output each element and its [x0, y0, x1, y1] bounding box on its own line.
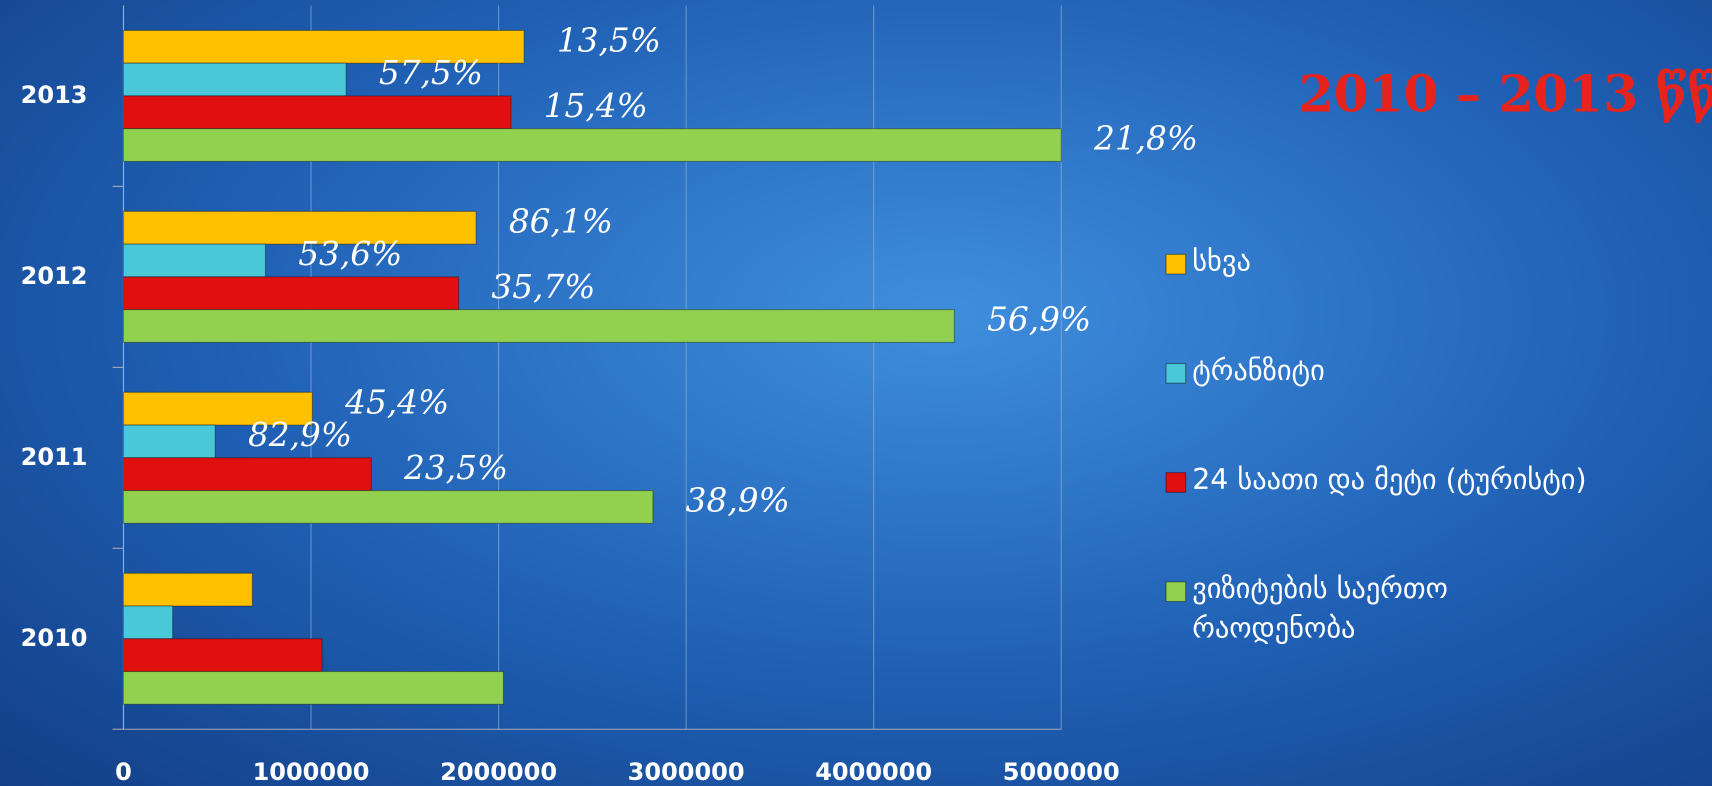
legend-item: სხვა: [1192, 245, 1251, 279]
data-label: 13,5%: [557, 21, 661, 59]
bar: [122, 95, 512, 130]
legend-label: ვიზიტების საერთო რაოდენობა: [1192, 573, 1448, 646]
data-label: 56,9%: [987, 301, 1091, 339]
data-label: 86,1%: [509, 202, 613, 240]
legend-label: სხვა: [1192, 245, 1251, 279]
legend-swatch: [1165, 581, 1187, 603]
chart-title: 2010 – 2013 წწ.: [1299, 64, 1712, 123]
bar: [122, 309, 955, 343]
bar: [122, 29, 525, 64]
bar: [122, 670, 505, 705]
legend-item: ვიზიტების საერთო რაოდენობა: [1192, 573, 1448, 646]
legend-label: ტრანზიტი: [1192, 354, 1325, 388]
bar: [122, 424, 216, 459]
data-label: 21,8%: [1093, 120, 1198, 158]
bar: [122, 572, 253, 607]
data-label: 53,6%: [298, 235, 402, 273]
legend-swatch: [1165, 472, 1187, 493]
x-tick-label: 3000000: [628, 758, 745, 786]
bar: [122, 391, 313, 426]
legend-label: 24 საათი და მეტი (ტურისტი): [1192, 463, 1587, 497]
bar: [122, 457, 372, 492]
x-tick-label: 0: [115, 758, 132, 786]
y-tick-label: 2010: [21, 624, 88, 652]
data-label: 23,5%: [403, 449, 508, 487]
bar: [122, 490, 654, 524]
legend-item: 24 საათი და მეტი (ტურისტი): [1192, 463, 1587, 497]
bar: [122, 605, 174, 640]
y-tick-label: 2013: [21, 81, 88, 109]
legend-item: ტრანზიტი: [1192, 354, 1325, 388]
data-label: 15,4%: [544, 87, 648, 125]
y-tick-label: 2012: [21, 262, 88, 290]
data-label: 35,7%: [491, 268, 595, 306]
legend-swatch: [1165, 362, 1187, 384]
data-label: 38,9%: [686, 482, 790, 520]
bar: [122, 62, 347, 97]
bar: [122, 276, 460, 311]
data-label: 82,9%: [248, 416, 352, 454]
data-label: 45,4%: [344, 383, 449, 421]
x-tick-label: 4000000: [815, 758, 932, 786]
bar: [122, 210, 477, 245]
data-label: 57,5%: [379, 54, 483, 92]
legend-swatch: [1165, 253, 1187, 275]
x-tick-label: 5000000: [1003, 758, 1120, 786]
x-tick-label: 2000000: [440, 758, 557, 786]
bar: [122, 638, 323, 673]
y-tick-label: 2011: [21, 443, 88, 471]
bar: [122, 128, 1062, 162]
bar: [122, 243, 267, 278]
x-tick-label: 1000000: [253, 758, 370, 786]
